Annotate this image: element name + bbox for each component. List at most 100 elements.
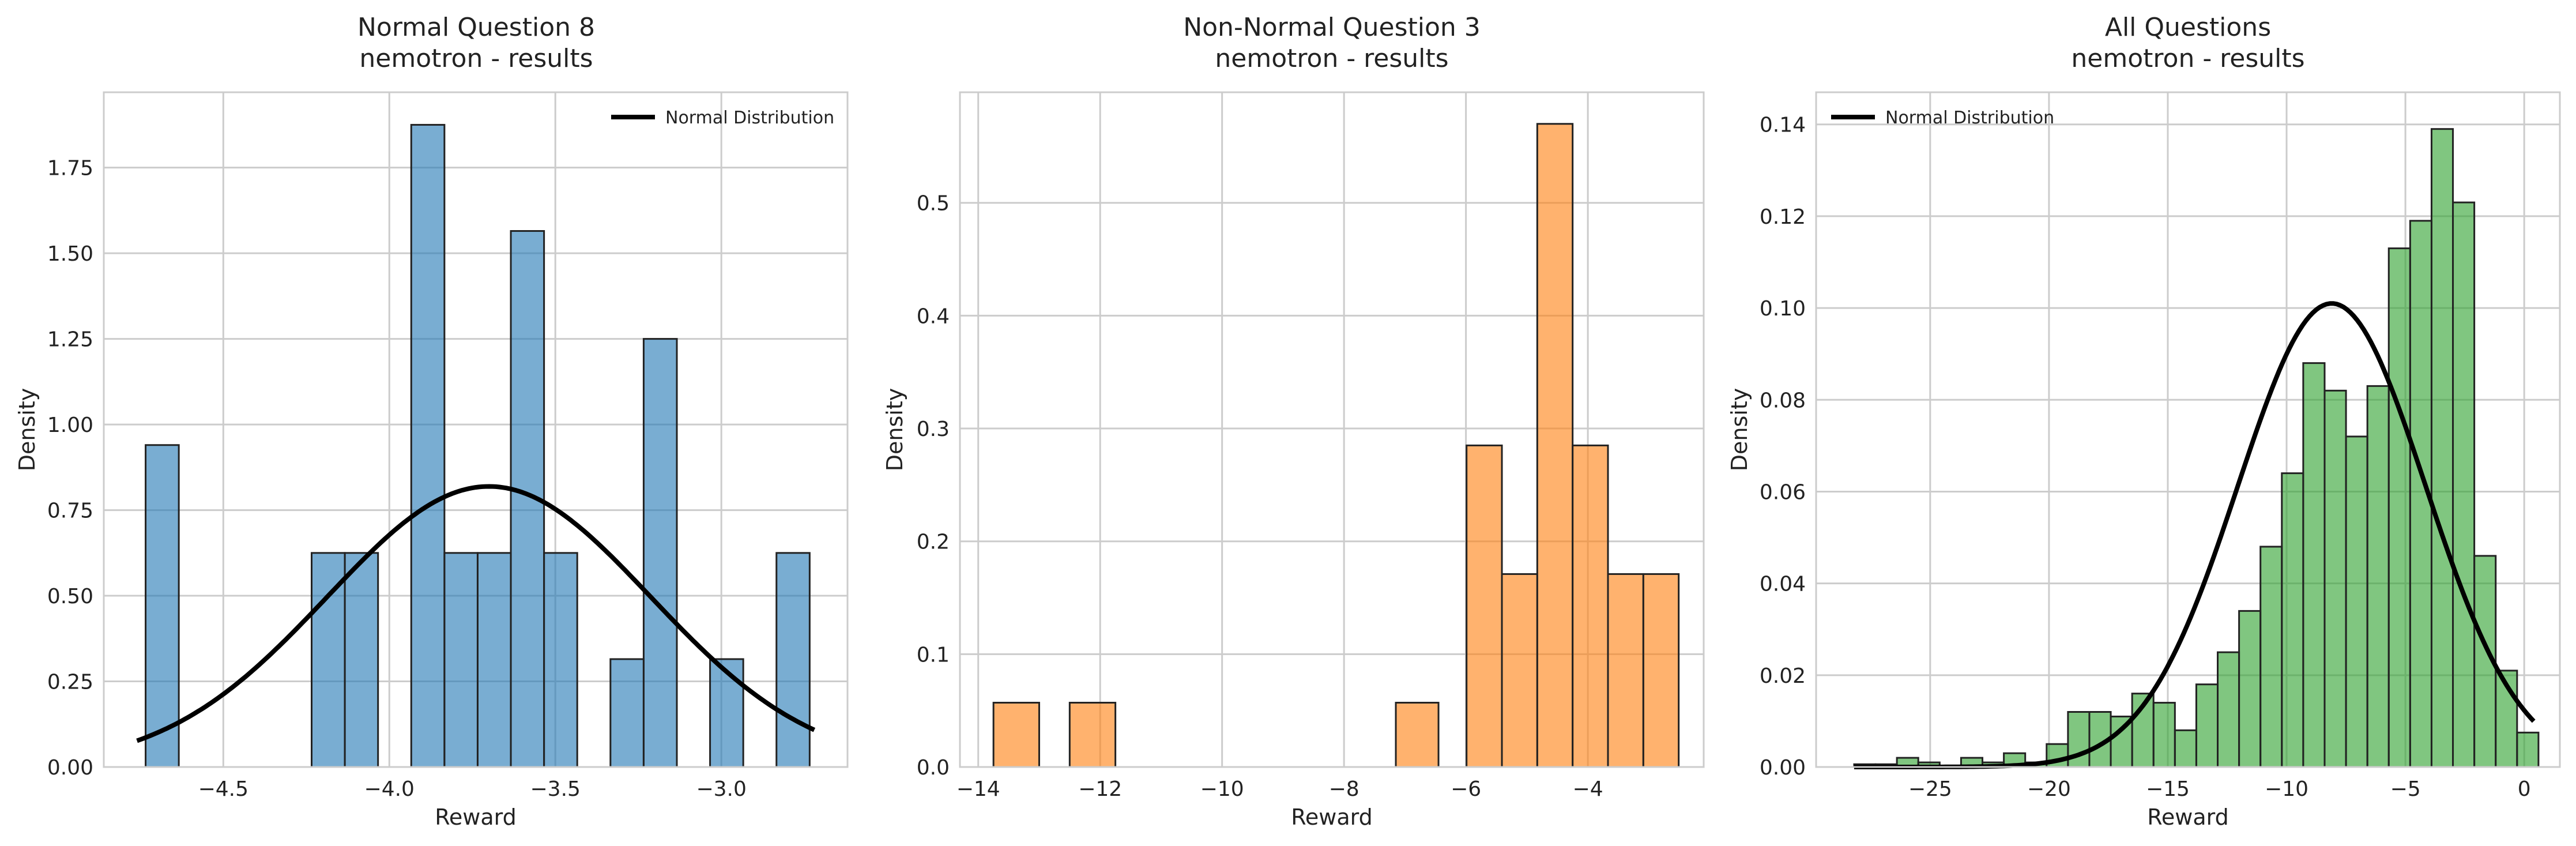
y-tick-label: 0.50 — [47, 585, 93, 608]
x-tick-label: −10 — [2265, 777, 2308, 801]
x-tick-label: −5 — [2390, 777, 2421, 801]
plot-frame — [1815, 91, 2561, 768]
legend: Normal Distribution — [1831, 108, 2054, 128]
histogram-bar — [609, 658, 645, 768]
x-tick-label: −4.5 — [198, 777, 248, 801]
y-tick-label: 1.25 — [47, 328, 93, 352]
y-axis-label: Density — [14, 388, 40, 471]
y-tick-label: 0.25 — [47, 671, 93, 694]
chart-subtitle: nemotron - results — [359, 44, 593, 73]
x-tick-label: 0 — [2518, 777, 2531, 801]
histogram-bar — [2345, 435, 2368, 768]
plot-frame — [103, 91, 849, 768]
x-tick-label: −12 — [1078, 777, 1122, 801]
y-axis-label: Density — [882, 388, 907, 471]
histogram-bar — [642, 338, 678, 768]
y-tick-label: 0.12 — [1760, 205, 1806, 229]
y-tick-label: 1.75 — [47, 157, 93, 181]
y-axis-label: Density — [1727, 388, 1752, 471]
histogram-bar — [1395, 701, 1440, 768]
bars — [1853, 128, 2540, 768]
histogram-bar — [344, 552, 379, 768]
histogram-bar — [2195, 683, 2219, 768]
y-tick-label: 0.2 — [917, 531, 950, 554]
histogram-bar — [443, 552, 479, 768]
x-tick-label: −15 — [2146, 777, 2190, 801]
bars — [992, 123, 1680, 768]
histogram-bar — [775, 552, 811, 768]
y-tick-label: 0.4 — [917, 304, 950, 328]
x-tick-label: −25 — [1908, 777, 1952, 801]
histogram-bar — [2366, 385, 2390, 768]
histogram-bar — [1466, 444, 1503, 768]
x-tick-label: −4 — [1573, 777, 1603, 801]
x-ticks: −4.5 −4.0 −3.5 −3.0 — [198, 777, 747, 801]
x-tick-label: −8 — [1329, 777, 1359, 801]
histogram-bar — [2281, 472, 2304, 768]
histogram-bar — [2516, 731, 2540, 768]
bars — [145, 123, 811, 768]
histogram-bar — [1501, 573, 1538, 768]
x-tick-label: −3.5 — [530, 777, 581, 801]
legend-label: Normal Distribution — [1885, 108, 2054, 128]
x-ticks: −14 −12 −10 −8 −6 −4 — [956, 777, 1603, 801]
y-tick-label: 0.00 — [47, 756, 93, 780]
chart-subtitle: nemotron - results — [2071, 44, 2304, 73]
y-tick-label: 0.14 — [1760, 114, 1806, 137]
chart-subtitle: nemotron - results — [1215, 44, 1448, 73]
y-tick-label: 0.10 — [1760, 297, 1806, 321]
histogram-bar — [2152, 702, 2176, 768]
y-tick-label: 0.0 — [917, 756, 950, 780]
x-axis-label: Reward — [1291, 804, 1373, 830]
histogram-bar — [1536, 123, 1574, 768]
histogram-bar — [992, 701, 1040, 768]
y-tick-label: 1.00 — [47, 413, 93, 437]
histogram-bar — [2323, 389, 2347, 768]
y-tick-label: 1.50 — [47, 242, 93, 266]
x-axis-label: Reward — [435, 804, 517, 830]
panel-all-questions: All Questions nemotron - results −25 −20−… — [1727, 13, 2561, 830]
y-ticks: 0.00 0.02 0.04 0.06 0.08 0.10 0.12 0.14 — [1760, 114, 1806, 780]
x-tick-label: −4.0 — [364, 777, 415, 801]
histogram-bar — [1572, 444, 1609, 768]
histogram-bar — [2217, 651, 2240, 768]
y-tick-label: 0.04 — [1760, 573, 1806, 596]
y-tick-label: 0.5 — [917, 192, 950, 216]
histogram-bar — [2259, 546, 2283, 768]
panel-normal-question-8: Normal Question 8 nemotron - results −4.… — [14, 13, 849, 830]
x-ticks: −25 −20 −15 −10 −5 0 — [1908, 777, 2531, 801]
y-tick-label: 0.00 — [1760, 756, 1806, 780]
histogram-bar — [2302, 362, 2326, 768]
histogram-bar — [311, 552, 346, 768]
histogram-bar — [2452, 201, 2476, 768]
histogram-bar — [2238, 610, 2262, 768]
x-tick-label: −10 — [1200, 777, 1244, 801]
y-tick-label: 0.08 — [1760, 389, 1806, 412]
panel-non-normal-question-3: Non-Normal Question 3 nemotron - results… — [882, 13, 1705, 830]
y-tick-label: 0.3 — [917, 418, 950, 441]
histogram-bar — [543, 552, 578, 768]
normal-distribution-curve — [136, 484, 816, 743]
histogram-bar — [1068, 701, 1117, 768]
histogram-bar — [1607, 573, 1644, 768]
histogram-bar — [410, 123, 446, 768]
x-tick-label: −3.0 — [696, 777, 746, 801]
legend-label: Normal Distribution — [665, 108, 834, 128]
y-tick-label: 0.02 — [1760, 664, 1806, 688]
chart-title: Normal Question 8 — [357, 13, 595, 42]
x-tick-label: −14 — [956, 777, 1000, 801]
y-ticks: 0.0 0.1 0.2 0.3 0.4 0.5 — [917, 192, 950, 780]
x-axis-label: Reward — [2147, 804, 2229, 830]
legend: Normal Distribution — [611, 108, 834, 128]
histogram-bar — [2430, 128, 2454, 768]
x-tick-label: −20 — [2027, 777, 2071, 801]
chart-title: All Questions — [2105, 13, 2271, 42]
histogram-bar — [145, 444, 180, 768]
histogram-bar — [476, 552, 512, 768]
chart-title: Non-Normal Question 3 — [1183, 13, 1481, 42]
y-ticks: 0.00 0.25 0.50 0.75 1.00 1.25 1.50 1.75 — [47, 157, 93, 780]
curve — [136, 484, 816, 743]
histogram-bar — [2174, 729, 2197, 768]
